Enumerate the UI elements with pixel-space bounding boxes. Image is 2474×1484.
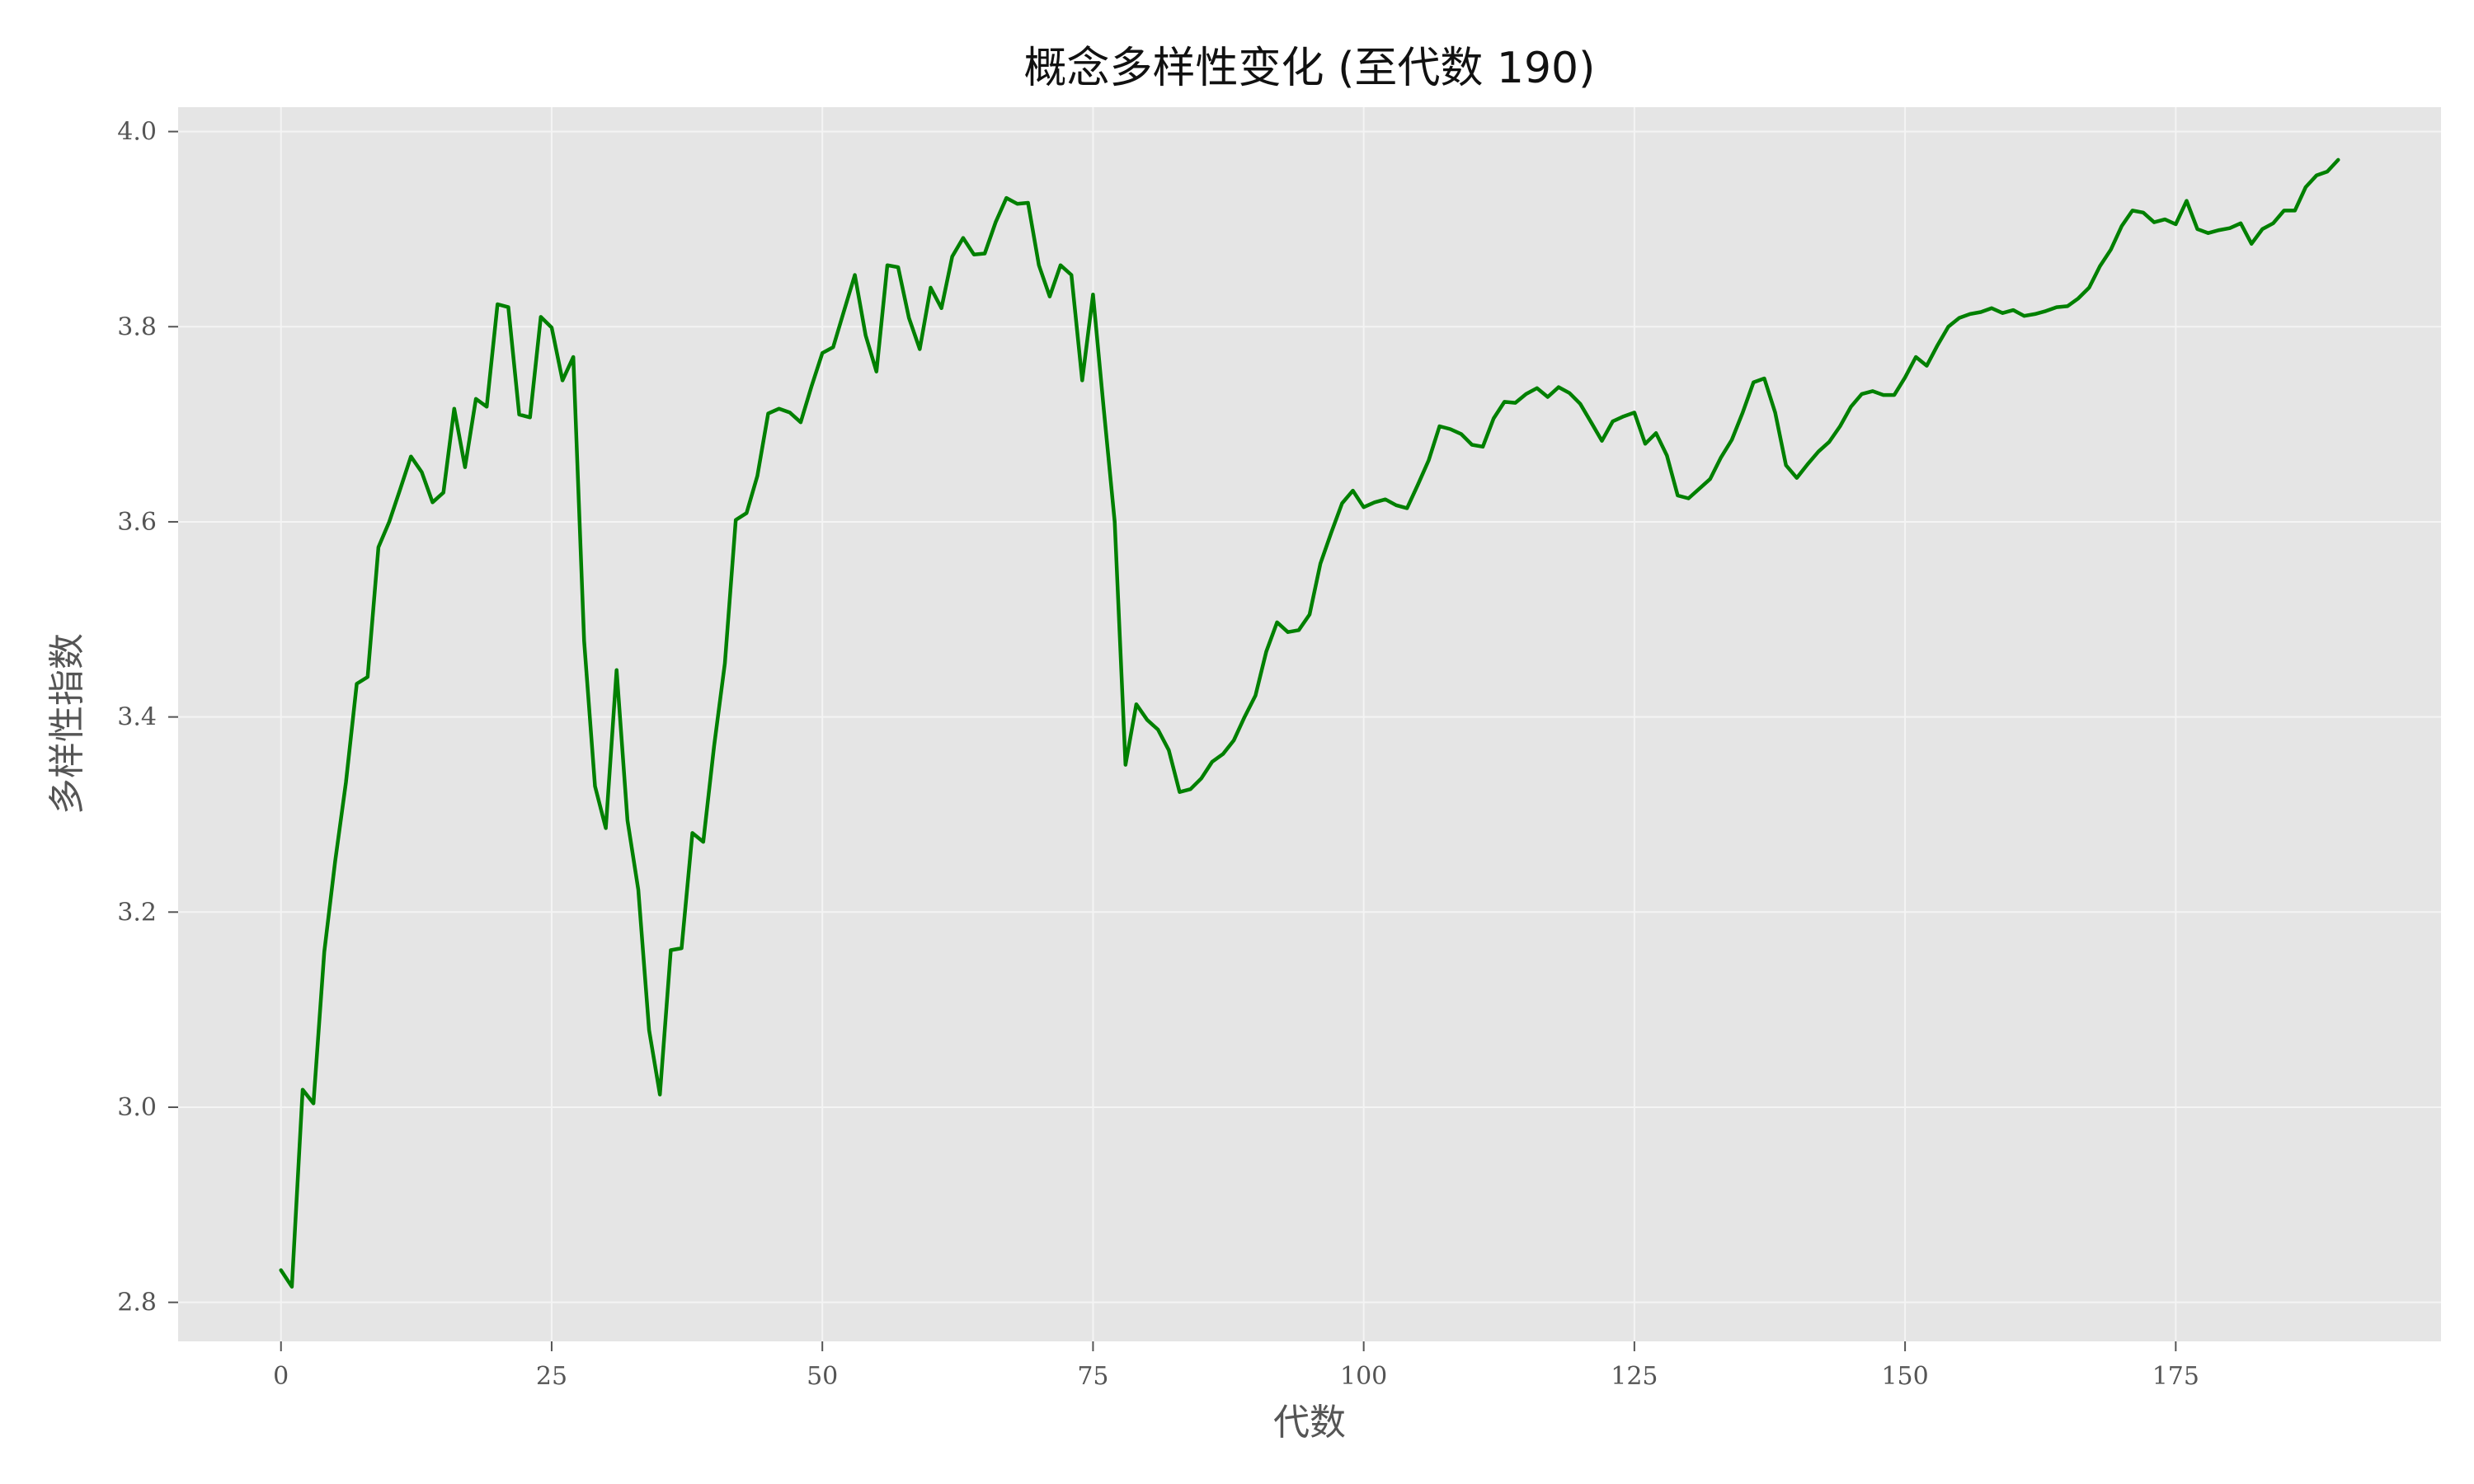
y-tick-label: 3.8	[117, 312, 157, 341]
x-tick-label: 0	[273, 1362, 289, 1391]
x-tick-label: 175	[2152, 1362, 2199, 1391]
x-tick-label: 50	[807, 1362, 838, 1391]
y-tick-label: 4.0	[117, 118, 157, 147]
x-tick-label: 25	[536, 1362, 567, 1391]
gridlines	[178, 107, 2441, 1341]
x-tick-label: 100	[1340, 1362, 1387, 1391]
plot-area	[178, 107, 2441, 1341]
y-tick-label: 3.4	[117, 703, 157, 732]
y-tick-label: 3.0	[117, 1093, 157, 1122]
axis-ticks: 2.8 3.0 3.2 3.4 3.6 3.8 4.0 0 25 50 75 100 125 150 175	[117, 118, 2199, 1391]
series-line	[279, 157, 2340, 1289]
y-tick-label: 3.2	[117, 898, 157, 927]
y-tick-label: 3.6	[117, 508, 157, 537]
x-axis-title: 代数	[1273, 1402, 1346, 1444]
x-tick-label: 75	[1077, 1362, 1108, 1391]
x-tick-label: 125	[1611, 1362, 1658, 1391]
series-layer	[279, 157, 2340, 1289]
y-axis-title: 多样性指数	[46, 633, 88, 815]
chart-title: 概念多样性变化 (至代数 190)	[1024, 44, 1596, 93]
y-tick-label: 2.8	[117, 1289, 157, 1317]
x-tick-label: 150	[1881, 1362, 1928, 1391]
